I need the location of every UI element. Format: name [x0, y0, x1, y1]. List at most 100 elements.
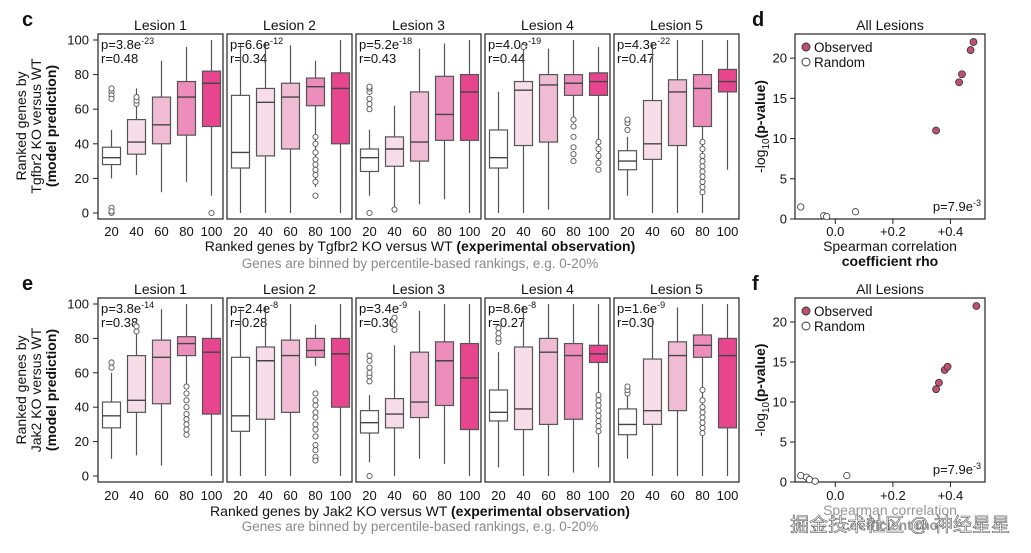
subplot-frame-5 [613, 297, 740, 483]
outlier-point [595, 159, 602, 166]
box [642, 99, 663, 160]
box [459, 342, 480, 431]
x-tick-label: 60 [670, 488, 684, 503]
box [617, 408, 638, 436]
box [409, 91, 430, 162]
outlier-point [183, 390, 190, 397]
y-tick-label: 15 [773, 355, 787, 370]
outlier-point [312, 133, 319, 140]
outlier-point [183, 421, 190, 428]
subplot-frame-4 [484, 297, 611, 483]
panel-letter-f: f [752, 273, 759, 295]
x-tick-label: 80 [308, 488, 322, 503]
outlier-point [495, 325, 502, 332]
y-tick-label: 60 [75, 102, 89, 117]
legend-random-label: Random [814, 319, 865, 334]
x-tick-label: 20 [620, 224, 634, 239]
outlier-point [312, 156, 319, 163]
p-value-3: p=5.2e-18 [359, 36, 412, 52]
x-tick-label: 40 [258, 224, 272, 239]
outlier-point [699, 178, 706, 185]
panel-letter-c: c [22, 9, 33, 31]
box [563, 342, 584, 420]
box [667, 79, 688, 147]
outlier-point [183, 416, 190, 423]
outlier-point [391, 314, 398, 321]
scatter-y-label: -log10(p-value) [752, 344, 772, 437]
x-tick-label: 0.0 [826, 488, 844, 503]
top-y-title-line-3: (model prediction) [43, 65, 59, 187]
outlier-point [595, 145, 602, 153]
box [717, 68, 738, 93]
legend-observed-label: Observed [814, 40, 873, 55]
p-value-5: p=1.6e-9 [617, 300, 665, 316]
outlier-point [208, 209, 215, 217]
x-tick-label: 40 [129, 488, 143, 503]
box [692, 73, 713, 128]
box [101, 401, 122, 429]
r-value-2: r=0.28 [230, 315, 267, 330]
x-tick-label: 100 [717, 224, 739, 239]
outlier-point [366, 100, 373, 108]
box [330, 337, 351, 408]
x-tick-label: 20 [620, 488, 634, 503]
y-tick-label: 15 [773, 91, 787, 106]
x-tick-label: 40 [645, 224, 659, 239]
box [101, 146, 122, 166]
bottom-y-title: Ranked genes by Jak2 KO versus WT (model p… [13, 327, 59, 452]
x-tick-label: 40 [645, 488, 659, 503]
outlier-point [183, 426, 190, 433]
y-tick-label: 80 [75, 331, 89, 346]
outlier-point [312, 171, 319, 178]
box [280, 82, 301, 150]
lesion-title-1: Lesion 1 [134, 281, 187, 297]
outlier-point [312, 166, 319, 173]
x-tick-label: 80 [179, 224, 193, 239]
outlier-point [699, 404, 706, 411]
y-tick-label: 0 [780, 475, 787, 490]
x-tick-label: 60 [541, 488, 555, 503]
observed-point [966, 46, 975, 54]
x-tick-label: 100 [330, 224, 352, 239]
box [359, 148, 380, 173]
x-tick-label: 100 [459, 224, 481, 239]
x-tick-label: 20 [491, 488, 505, 503]
outlier-point [595, 407, 602, 414]
lesion-title-1: Lesion 1 [134, 17, 187, 33]
box [588, 72, 609, 96]
p-value-2: p=2.4e-8 [230, 300, 278, 316]
lesion-title-5: Lesion 5 [650, 17, 703, 33]
outlier-point [699, 414, 706, 421]
y-tick-label: 40 [75, 400, 89, 415]
outlier-point [366, 209, 373, 217]
x-tick-label: 60 [283, 224, 297, 239]
outlier-point [595, 428, 602, 435]
outlier-point [366, 352, 373, 359]
x-tick-label: 100 [588, 224, 610, 239]
y-tick-label: 20 [773, 51, 787, 66]
observed-point [969, 38, 978, 46]
x-tick-label: 80 [695, 224, 709, 239]
r-value-4: r=0.27 [488, 315, 525, 330]
outlier-point [312, 421, 319, 428]
x-tick-label: 100 [459, 488, 481, 503]
x-tick-label: 20 [233, 224, 247, 239]
x-tick-label: +0.4 [938, 488, 964, 503]
lesion-title-2: Lesion 2 [263, 281, 316, 297]
outlier-point [133, 323, 140, 330]
outlier-point [699, 158, 706, 165]
outlier-point [570, 133, 577, 140]
outlier-point [108, 364, 115, 371]
top-x-title: Ranked genes by Tgfbr2 KO versus WT (exp… [205, 238, 636, 254]
outlier-point [312, 441, 319, 449]
box [513, 346, 534, 431]
outlier-point [595, 152, 602, 159]
observed-point [932, 385, 940, 394]
x-tick-label: 100 [717, 488, 739, 503]
top-binning-note: Genes are binned by percentile-based ran… [242, 256, 598, 271]
r-value-1: r=0.38 [101, 315, 138, 330]
scatter-y-label: -log10(p-value) [752, 80, 772, 173]
outlier-point [183, 397, 190, 404]
x-tick-label: 100 [330, 488, 352, 503]
outlier-point [699, 424, 706, 431]
